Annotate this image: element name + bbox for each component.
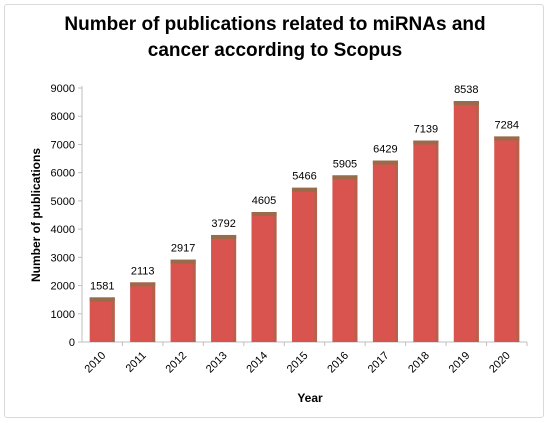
bar-body xyxy=(494,136,520,342)
bar-side-shade xyxy=(394,160,398,342)
bar-body xyxy=(89,297,115,342)
bar-2012 xyxy=(170,259,196,342)
chart-title-line-2: cancer according to Scopus xyxy=(147,40,403,61)
bar-side-shade xyxy=(435,140,439,342)
bar-2020 xyxy=(494,136,520,342)
bar-body xyxy=(170,259,196,342)
bar-2019 xyxy=(453,101,479,342)
data-label: 5905 xyxy=(333,158,357,170)
data-label: 7284 xyxy=(495,119,519,131)
bar-top-cap xyxy=(251,212,277,217)
chart-title-line-1: Number of publications related to miRNAs… xyxy=(64,14,486,35)
x-tick-label: 2014 xyxy=(244,350,270,376)
data-label: 5466 xyxy=(292,171,316,183)
bar-body xyxy=(453,101,479,342)
y-axis-title: Number of publications xyxy=(29,148,43,282)
bar-side-shade xyxy=(192,259,196,342)
data-label: 4605 xyxy=(252,195,276,207)
y-tick-label: 6000 xyxy=(51,168,75,180)
bar-body xyxy=(130,282,156,342)
bar-2018 xyxy=(413,140,439,342)
bar-side-shade xyxy=(273,212,277,342)
x-tick-label: 2015 xyxy=(285,350,311,376)
bar-2013 xyxy=(211,234,237,342)
bars xyxy=(89,101,520,342)
chart-title: Number of publications related to miRNAs… xyxy=(0,12,550,64)
x-tick-label: 2013 xyxy=(204,350,230,376)
bar-side-shade xyxy=(314,187,318,342)
bar-top-cap xyxy=(413,140,439,145)
bar-side-shade xyxy=(354,175,358,342)
y-axis: 0 1000 2000 3000 4000 5000 6000 7000 8000 9000 xyxy=(51,83,83,349)
x-tick-label: 2016 xyxy=(325,350,351,376)
bar-2011 xyxy=(130,282,156,342)
x-tick-label: 2019 xyxy=(447,350,473,376)
x-tick-label: 2017 xyxy=(366,350,392,376)
data-label: 1581 xyxy=(90,280,114,292)
bar-body xyxy=(251,212,277,342)
x-tick-label: 2018 xyxy=(406,350,432,376)
data-label: 2113 xyxy=(131,265,155,277)
bar-body xyxy=(413,140,439,342)
y-tick-label: 8000 xyxy=(51,111,75,123)
x-axis: 2010 2011 2012 2013 2014 2015 2016 2017 2018 2019… xyxy=(82,341,528,376)
bar-top-cap xyxy=(211,234,237,239)
data-label: 8538 xyxy=(454,84,478,96)
bar-body xyxy=(291,187,318,342)
bar-side-shade xyxy=(233,234,237,342)
bar-top-cap xyxy=(170,259,196,264)
data-labels: 1581 2113 2917 3792 4605 5466 5905 6429 7139 8538… xyxy=(90,84,519,292)
x-tick-label: 2011 xyxy=(124,350,149,375)
bar-side-shade xyxy=(475,101,479,342)
x-tick-label: 2012 xyxy=(163,350,189,376)
bar-2010 xyxy=(89,297,115,342)
data-label: 7139 xyxy=(414,124,438,136)
y-tick-label: 7000 xyxy=(51,139,75,151)
bar-body xyxy=(211,234,237,342)
y-tick-label: 4000 xyxy=(51,224,75,236)
y-tick-label: 0 xyxy=(69,337,75,349)
bar-body xyxy=(332,175,358,342)
data-label: 3792 xyxy=(211,218,235,230)
data-label: 6429 xyxy=(373,144,397,156)
data-label: 2917 xyxy=(171,243,195,255)
bar-side-shade xyxy=(516,136,520,342)
y-tick-label: 9000 xyxy=(51,83,75,95)
bar-side-shade xyxy=(152,282,156,342)
bar-top-cap xyxy=(453,101,479,106)
y-tick-label: 3000 xyxy=(51,252,75,264)
y-tick-label: 1000 xyxy=(51,309,75,321)
bar-top-cap xyxy=(332,175,358,180)
x-axis-title: Year xyxy=(297,391,323,405)
bar-top-cap xyxy=(291,187,318,192)
bar-body xyxy=(372,160,398,342)
bar-2014 xyxy=(251,212,277,342)
bar-2015 xyxy=(291,187,318,342)
x-tick-label: 2010 xyxy=(83,350,109,376)
bar-side-shade xyxy=(111,297,115,342)
bar-2016 xyxy=(332,175,358,342)
bar-top-cap xyxy=(494,136,520,141)
y-tick-label: 5000 xyxy=(51,196,75,208)
x-tick-label: 2020 xyxy=(487,350,513,376)
bar-top-cap xyxy=(89,297,115,302)
y-tick-label: 2000 xyxy=(51,281,75,293)
bar-2017 xyxy=(372,160,398,342)
bar-top-cap xyxy=(372,160,398,165)
bar-top-cap xyxy=(130,282,156,287)
